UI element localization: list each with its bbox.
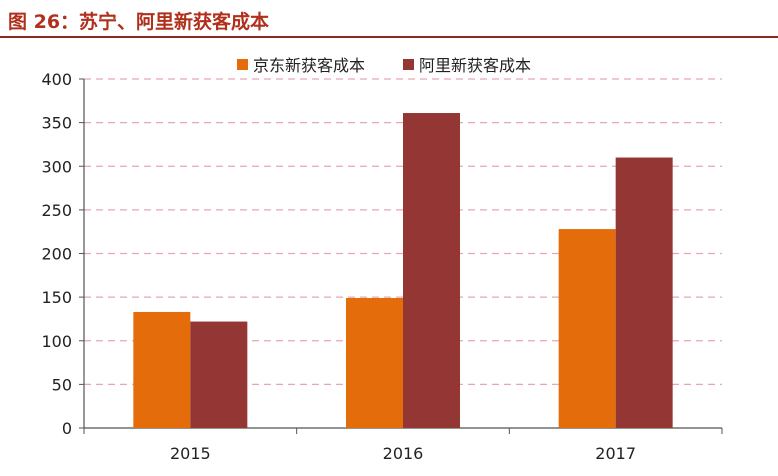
y-tick-label: 50	[52, 375, 72, 394]
y-tick-label: 400	[41, 70, 72, 89]
legend-swatch-1	[237, 59, 248, 70]
x-tick-label: 2015	[170, 444, 211, 463]
bar-2015-series-2	[190, 321, 248, 428]
bar-2015-series-1	[133, 311, 191, 428]
bar-2017-series-2	[615, 157, 673, 428]
y-tick-label: 300	[41, 157, 72, 176]
x-tick-label: 2016	[383, 444, 424, 463]
x-tick-label: 2017	[595, 444, 636, 463]
figure-header: 图 26：苏宁、阿里新获客成本	[0, 0, 778, 38]
y-tick-label: 200	[41, 245, 72, 264]
bar-2016-series-2	[403, 113, 460, 428]
bar-2017-series-1	[558, 229, 616, 428]
bar-2016-series-1	[346, 297, 403, 428]
bar-chart: 0 50 100 150 200 250 300 350 400 2015 2016 2017 京东新获…	[41, 56, 723, 463]
legend-swatch-2	[403, 59, 414, 70]
y-tick-label: 100	[41, 332, 72, 351]
chart-area: 0 50 100 150 200 250 300 350 400 2015 2016 2017 京东新获…	[0, 40, 778, 476]
figure-title: 图 26：苏宁、阿里新获客成本	[8, 11, 270, 33]
legend-label-2: 阿里新获客成本	[419, 56, 531, 75]
legend-label-1: 京东新获客成本	[253, 56, 365, 75]
y-tick-label: 150	[41, 288, 72, 307]
y-tick-label: 350	[41, 114, 72, 133]
y-tick-label: 0	[62, 419, 72, 438]
y-tick-label: 250	[41, 201, 72, 220]
